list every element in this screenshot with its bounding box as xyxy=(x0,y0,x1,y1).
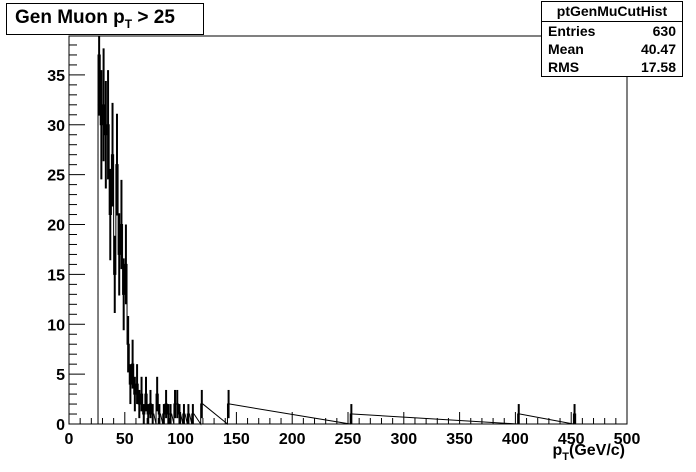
stats-label: Entries xyxy=(548,23,596,39)
x-tick-label: 300 xyxy=(390,431,417,448)
x-tick-label: 400 xyxy=(502,431,529,448)
x-tick-label: 500 xyxy=(614,431,641,448)
x-tick-label: 350 xyxy=(446,431,473,448)
stats-label: Mean xyxy=(548,41,584,57)
chart-title-main: Gen Muon p xyxy=(15,7,125,28)
x-tick-label: 150 xyxy=(223,431,250,448)
stats-label: RMS xyxy=(548,59,580,75)
y-tick-label: 20 xyxy=(47,218,65,235)
y-tick-label: 30 xyxy=(47,118,65,135)
chart-title-subscript: T xyxy=(124,17,133,31)
histogram-series xyxy=(97,36,577,426)
plot-frame xyxy=(68,35,628,425)
y-tick-label: 15 xyxy=(47,267,65,284)
stats-value: 17.58 xyxy=(640,59,676,75)
x-tick-label: 0 xyxy=(65,431,74,448)
x-axis-label-suffix: (GeV/c) xyxy=(568,442,625,459)
stats-box: ptGenMuCutHist Entries 630 Mean 40.47 RM… xyxy=(541,1,683,77)
y-tick-label: 10 xyxy=(47,317,65,334)
x-tick-label: 50 xyxy=(116,431,134,448)
x-tick-label: 200 xyxy=(279,431,306,448)
x-axis-label-subscript: T xyxy=(562,451,569,463)
x-tick-label: 100 xyxy=(167,431,194,448)
x-tick-label: 250 xyxy=(335,431,362,448)
x-axis-label: pT(GeV/c) xyxy=(552,442,625,463)
y-tick-label: 25 xyxy=(47,168,65,185)
y-tick-label: 35 xyxy=(47,68,65,85)
stats-row-mean: Mean 40.47 xyxy=(542,40,682,58)
stats-row-rms: RMS 17.58 xyxy=(542,58,682,76)
x-axis-label-main: p xyxy=(552,442,563,459)
x-tick-label: 450 xyxy=(558,431,585,448)
chart-title: Gen Muon pT > 25 xyxy=(15,7,175,31)
stats-value: 40.47 xyxy=(640,41,676,57)
y-tick-label: 0 xyxy=(56,417,65,434)
stats-box-name: ptGenMuCutHist xyxy=(542,2,682,22)
histogram-outline xyxy=(97,54,577,426)
stats-row-entries: Entries 630 xyxy=(542,22,682,40)
y-tick-label: 5 xyxy=(56,367,65,384)
title-box: Gen Muon pT > 25 xyxy=(6,3,204,35)
stats-value: 630 xyxy=(652,23,676,39)
chart-title-suffix: > 25 xyxy=(132,7,175,28)
